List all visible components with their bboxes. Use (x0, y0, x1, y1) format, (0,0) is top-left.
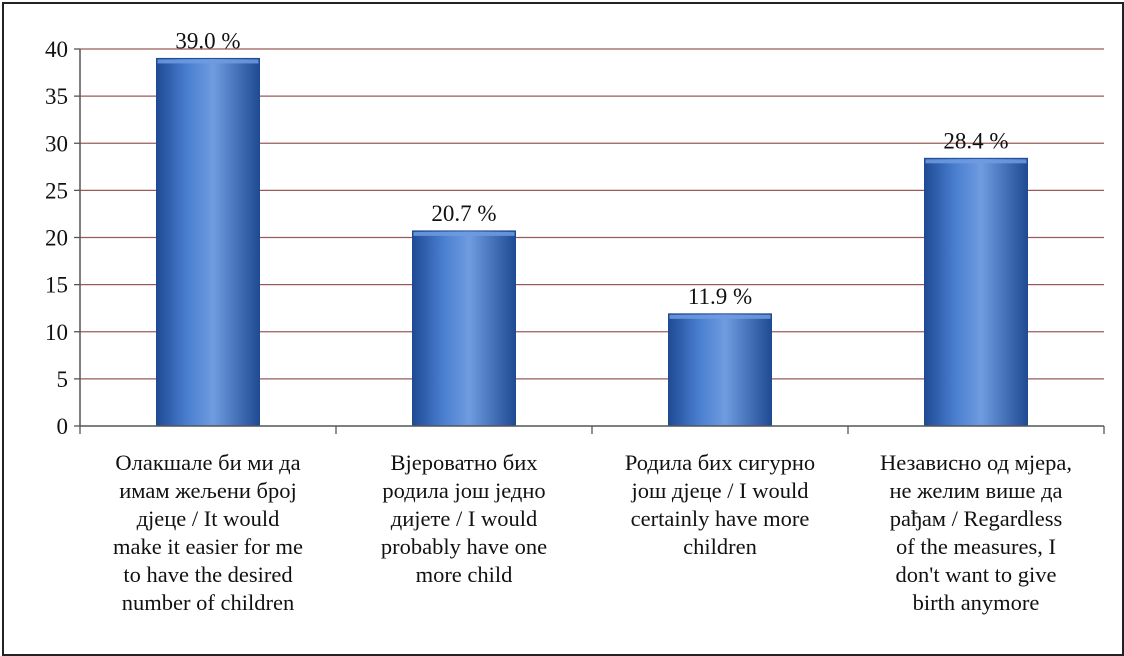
bar (668, 313, 772, 427)
x-category-label-line: number of children (121, 590, 295, 615)
x-category-label-line: birth anymore (912, 590, 1040, 615)
axes: 0 5 10 15 20 25 30 35 40 (45, 37, 1105, 439)
y-tick-label: 15 (45, 273, 68, 298)
x-category-label-line: родила још једно (382, 478, 546, 503)
x-category-label: Независно од мјера, не желим више да рађам… (851, 449, 1101, 617)
y-tick-label: 0 (57, 414, 69, 439)
x-category-label-line: не желим више да (889, 478, 1063, 503)
x-category-label-line: рађам / Regardless (889, 506, 1063, 531)
data-labels: 39.0 % 20.7 % 11.9 % 28.4 % (175, 28, 1008, 308)
x-category-label-line: Олакшале би ми да (115, 450, 301, 475)
data-label: 20.7 % (431, 201, 496, 226)
x-category-label-line: children (683, 534, 757, 559)
x-category-label-line: to have the desired (123, 562, 293, 587)
x-category-label-line: don't want to give (895, 562, 1057, 587)
x-category-label-line: make it easier for me (113, 534, 303, 559)
x-category-label-line: probably have one (380, 534, 548, 559)
data-label: 39.0 % (175, 28, 240, 53)
x-category-label: Родила бих сигурно још дјеце / I would cer… (595, 449, 845, 561)
x-category-label-line: of the measures, I (896, 534, 1056, 559)
x-category-label-line: certainly have more (630, 506, 810, 531)
y-tick-label: 40 (45, 37, 68, 62)
x-category-label-line: more child (415, 562, 513, 587)
x-category-label-line: Независно од мјера, (880, 450, 1072, 475)
bar (412, 230, 516, 427)
y-tick-label: 5 (57, 367, 69, 392)
y-tick-label: 10 (45, 320, 68, 345)
x-category-label-line: Родила бих сигурно (624, 450, 816, 475)
data-label: 11.9 % (688, 284, 752, 309)
bars (156, 57, 1028, 427)
bar-top-highlight (157, 59, 259, 64)
bar-top-highlight (925, 159, 1027, 164)
x-category-label: Олакшале би ми да имам жељени број дјеце /… (83, 449, 333, 617)
data-label: 28.4 % (943, 128, 1008, 153)
y-tick-label: 30 (45, 131, 68, 156)
bar (156, 57, 260, 427)
x-category-label-line: још дјеце / I would (631, 478, 809, 503)
bar-top-highlight (413, 231, 515, 236)
y-tick-label: 35 (45, 84, 68, 109)
y-tick-label: 25 (45, 178, 68, 203)
bar-top-highlight (669, 314, 771, 319)
x-category-label: Вјероватно бих родила још једно дијете / I… (339, 449, 589, 589)
bar (924, 157, 1028, 427)
x-category-label-line: дјеце / It would (136, 506, 280, 531)
x-category-label-line: имам жељени број (119, 478, 297, 503)
y-tick-label: 20 (45, 226, 68, 251)
x-category-label-line: Вјероватно бих (390, 450, 538, 475)
x-category-label-line: дијете / I would (390, 506, 538, 531)
